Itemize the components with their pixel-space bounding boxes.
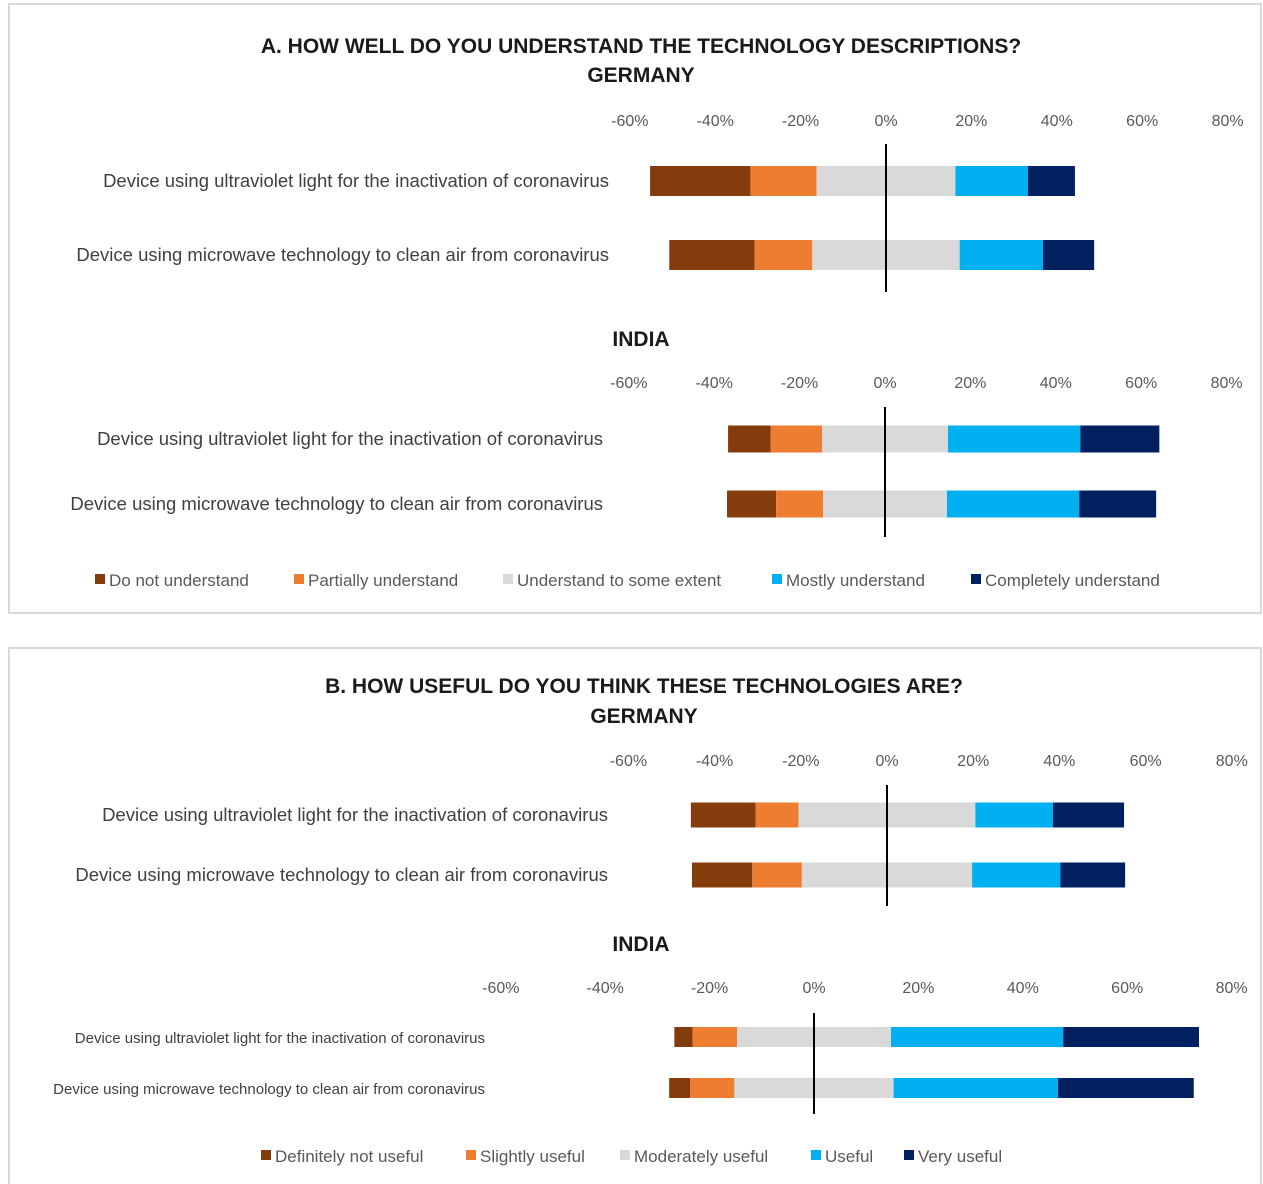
bar-segment [946, 490, 1080, 518]
bar-segment [893, 1078, 1059, 1098]
x-tick-label: -40% [697, 113, 734, 130]
x-tick-label: 40% [1040, 375, 1072, 392]
bar-segment [728, 425, 771, 453]
legend-swatch [294, 574, 304, 584]
category-label: Device using microwave technology to cle… [76, 244, 609, 265]
x-tick-label: 40% [1043, 753, 1075, 770]
x-tick-label: 80% [1216, 753, 1248, 770]
bar-segment [752, 862, 802, 888]
bar-segment [690, 1078, 735, 1098]
legend-swatch [811, 1150, 821, 1160]
x-tick-label: 60% [1111, 980, 1143, 997]
bar-segment [754, 240, 813, 270]
bar-segment [947, 425, 1081, 453]
bar-segment [1063, 1027, 1199, 1047]
legend-swatch [503, 574, 513, 584]
x-tick-label: 60% [1126, 113, 1158, 130]
bar-segment [1027, 166, 1075, 196]
bar-segment [692, 1027, 738, 1047]
bar-segment [755, 802, 799, 828]
x-tick-label: -60% [482, 980, 519, 997]
group-title: INDIA [612, 933, 669, 956]
x-tick-label: 0% [802, 980, 825, 997]
x-tick-label: 20% [955, 113, 987, 130]
legend-swatch [620, 1150, 630, 1160]
legend-label: Partially understand [308, 571, 458, 590]
legend-label: Definitely not useful [275, 1147, 423, 1166]
legend-swatch [95, 574, 105, 584]
legend-swatch [971, 574, 981, 584]
bar-segment [1079, 490, 1157, 518]
bar-segment [674, 1027, 693, 1047]
x-tick-label: 0% [875, 753, 898, 770]
x-tick-label: -20% [782, 753, 819, 770]
x-tick-label: -20% [781, 375, 818, 392]
x-tick-label: -60% [611, 113, 648, 130]
category-label: Device using ultraviolet light for the i… [75, 1030, 485, 1047]
legend-label: Do not understand [109, 571, 249, 590]
x-tick-label: -40% [587, 980, 624, 997]
x-tick-label: 40% [1041, 113, 1073, 130]
bar-segment [650, 166, 751, 196]
x-tick-label: -20% [691, 980, 728, 997]
x-tick-label: 20% [954, 375, 986, 392]
bar-segment [776, 490, 824, 518]
category-label: Device using ultraviolet light for the i… [97, 428, 603, 449]
legend-label: Moderately useful [634, 1147, 768, 1166]
chart-title: B. HOW USEFUL DO YOU THINK THESE TECHNOL… [325, 675, 963, 698]
category-label: Device using microwave technology to cle… [70, 493, 603, 514]
legend-label: Mostly understand [786, 571, 925, 590]
legend-swatch [772, 574, 782, 584]
legend-label: Completely understand [985, 571, 1160, 590]
bar-segment [1060, 862, 1126, 888]
bar-segment [690, 802, 756, 828]
bar-segment [972, 862, 1061, 888]
legend-swatch [904, 1150, 914, 1160]
bar-segment [890, 1027, 1064, 1047]
bar-segment [975, 802, 1053, 828]
bar-segment [955, 166, 1028, 196]
category-label: Device using ultraviolet light for the i… [103, 170, 609, 191]
x-tick-label: -40% [696, 375, 733, 392]
legend-swatch [261, 1150, 271, 1160]
bar-segment [1080, 425, 1160, 453]
x-tick-label: 80% [1212, 113, 1244, 130]
x-tick-label: 60% [1125, 375, 1157, 392]
x-tick-label: -20% [782, 113, 819, 130]
chart-title: A. HOW WELL DO YOU UNDERSTAND THE TECHNO… [261, 35, 1021, 58]
legend-label: Useful [825, 1147, 873, 1166]
group-title: GERMANY [590, 705, 697, 728]
bar-segment [669, 240, 755, 270]
x-tick-label: 0% [874, 113, 897, 130]
x-tick-label: -60% [610, 375, 647, 392]
x-tick-label: 40% [1007, 980, 1039, 997]
x-tick-label: 80% [1211, 375, 1243, 392]
x-tick-label: 20% [957, 753, 989, 770]
category-label: Device using ultraviolet light for the i… [102, 804, 608, 825]
bar-segment [750, 166, 817, 196]
x-tick-label: 20% [902, 980, 934, 997]
bar-segment [669, 1078, 691, 1098]
bar-segment [727, 490, 777, 518]
x-tick-label: -40% [696, 753, 733, 770]
group-title: INDIA [612, 328, 669, 351]
x-tick-label: 80% [1216, 980, 1248, 997]
legend-label: Understand to some extent [517, 571, 721, 590]
category-label: Device using microwave technology to cle… [53, 1081, 485, 1098]
bar-segment [1058, 1078, 1194, 1098]
x-tick-label: -60% [610, 753, 647, 770]
bar-segment [959, 240, 1043, 270]
legend-swatch [466, 1150, 476, 1160]
x-tick-label: 0% [873, 375, 896, 392]
group-title: GERMANY [587, 64, 694, 87]
legend-label: Very useful [918, 1147, 1002, 1166]
bar-segment [1042, 240, 1095, 270]
bar-segment [1052, 802, 1125, 828]
bar-segment [691, 862, 753, 888]
legend-label: Slightly useful [480, 1147, 585, 1166]
category-label: Device using microwave technology to cle… [75, 864, 608, 885]
x-tick-label: 60% [1130, 753, 1162, 770]
bar-segment [770, 425, 823, 453]
